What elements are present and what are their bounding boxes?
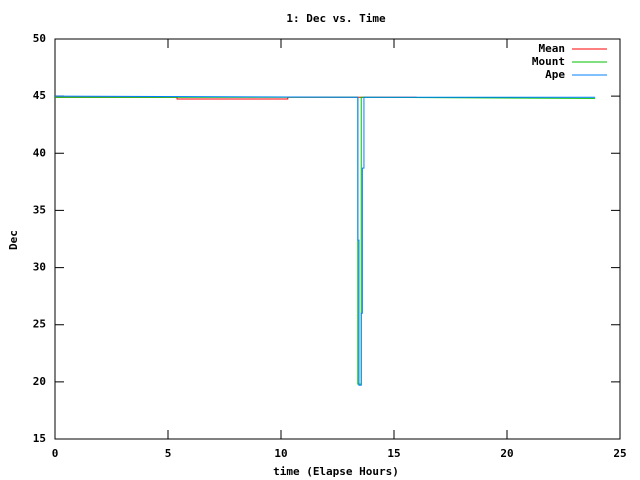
legend-label: Mount xyxy=(532,55,565,68)
x-axis-label: time (Elapse Hours) xyxy=(273,465,399,478)
x-tick-label: 0 xyxy=(52,447,59,460)
y-tick-label: 40 xyxy=(33,146,46,159)
y-tick-label: 15 xyxy=(33,432,46,445)
x-tick-label: 20 xyxy=(500,447,513,460)
x-tick-label: 15 xyxy=(387,447,400,460)
x-tick-label: 5 xyxy=(165,447,172,460)
series-line xyxy=(54,95,596,386)
y-tick-label: 45 xyxy=(33,89,46,102)
x-tick-label: 10 xyxy=(274,447,287,460)
y-tick-label: 50 xyxy=(33,32,46,45)
y-tick-label: 20 xyxy=(33,375,46,388)
x-tick-label: 25 xyxy=(613,447,626,460)
legend-label: Mean xyxy=(539,42,566,55)
y-tick-label: 30 xyxy=(33,261,46,274)
plot-border xyxy=(54,38,621,440)
y-tick-label: 35 xyxy=(33,203,46,216)
legend-label: Ape xyxy=(545,68,565,81)
y-tick-label: 25 xyxy=(33,318,46,331)
chart-title: 1: Dec vs. Time xyxy=(286,12,386,25)
y-axis-label: Dec xyxy=(7,230,20,250)
